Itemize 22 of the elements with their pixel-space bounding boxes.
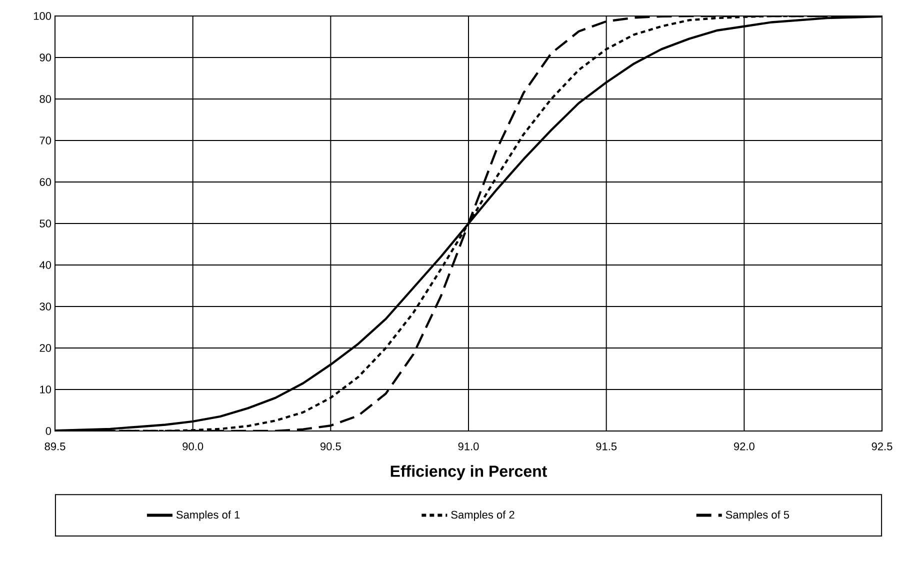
x-tick-label: 91.0 (458, 442, 479, 450)
y-tick-label: 0 (46, 427, 52, 435)
y-tick-label: 100 (34, 12, 52, 20)
x-tick-label: 90.5 (320, 442, 341, 450)
y-tick-label: 10 (40, 386, 52, 394)
y-tick-label: 80 (40, 95, 52, 103)
y-tick-label: 50 (40, 220, 52, 228)
x-tick-label: 91.5 (596, 442, 617, 450)
y-tick-label: 70 (40, 136, 52, 144)
x-tick-label: 92.0 (734, 442, 754, 450)
x-tick-label: 89.5 (44, 442, 66, 450)
x-tick-label: 92.5 (872, 442, 892, 450)
x-tick-label: 90.0 (182, 442, 204, 450)
y-tick-label: 60 (40, 178, 52, 186)
y-tick-label: 90 (40, 54, 52, 62)
x-axis-title: Efficiency in Percent (390, 465, 547, 480)
y-tick-label: 30 (40, 302, 52, 310)
y-tick-label: 20 (40, 344, 52, 352)
legend-label: Samples of 2 (451, 510, 514, 521)
y-tick-label: 40 (39, 261, 52, 269)
legend-label: Samples of 5 (726, 510, 790, 521)
legend-label: Samples of 1 (176, 510, 240, 521)
